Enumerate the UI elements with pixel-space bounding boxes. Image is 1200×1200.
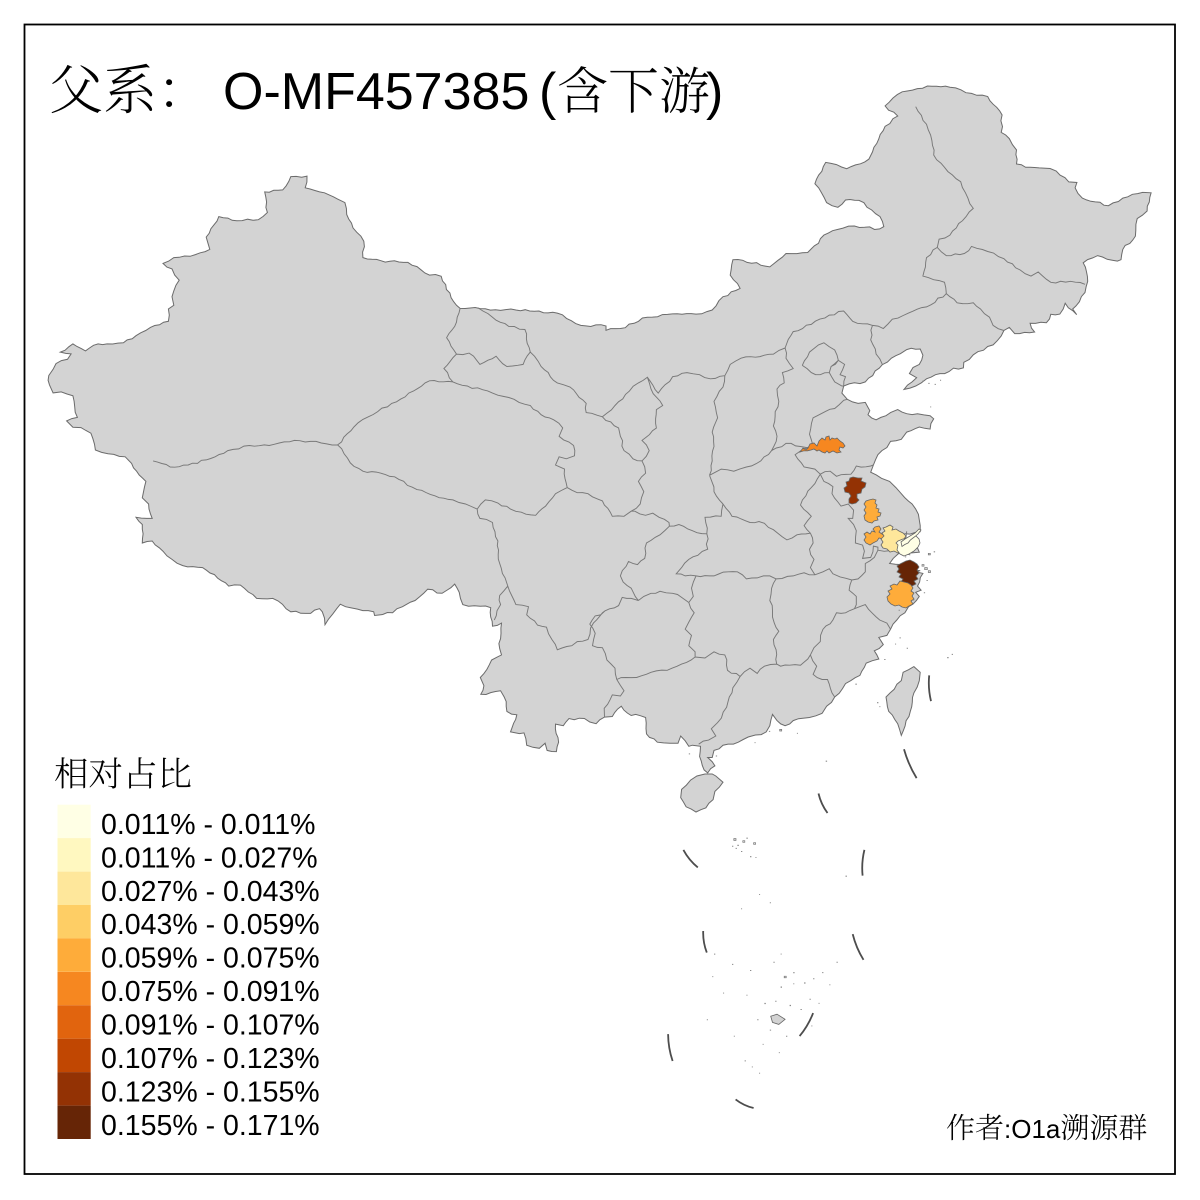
svg-text:(: ( (539, 63, 557, 121)
svg-text:O-MF457385: O-MF457385 (223, 63, 529, 121)
svg-text:0.011% - 0.027%: 0.011% - 0.027% (101, 842, 318, 874)
svg-text:): ) (706, 63, 723, 121)
svg-text:0.155% - 0.171%: 0.155% - 0.171% (101, 1110, 320, 1142)
svg-text:0.075% - 0.091%: 0.075% - 0.091% (101, 976, 320, 1008)
svg-text:0.059% - 0.075%: 0.059% - 0.075% (101, 943, 320, 975)
svg-text:0.107% - 0.123%: 0.107% - 0.123% (101, 1043, 320, 1075)
svg-text:0.011% - 0.011%: 0.011% - 0.011% (101, 809, 315, 841)
svg-text::O1a: :O1a (1004, 1114, 1061, 1144)
svg-text:0.043% - 0.059%: 0.043% - 0.059% (101, 909, 320, 941)
svg-text:0.123% - 0.155%: 0.123% - 0.155% (101, 1076, 320, 1108)
svg-text:0.091% - 0.107%: 0.091% - 0.107% (101, 1010, 320, 1042)
svg-text:0.027% - 0.043%: 0.027% - 0.043% (101, 876, 320, 908)
